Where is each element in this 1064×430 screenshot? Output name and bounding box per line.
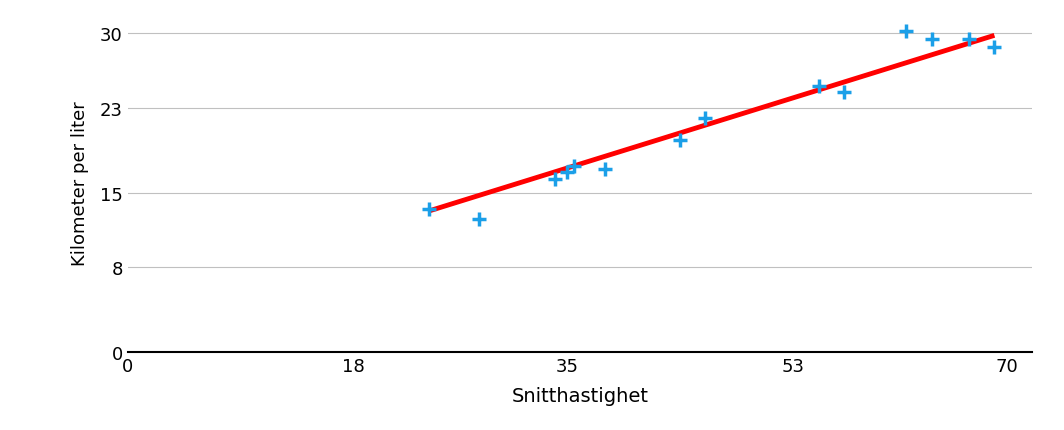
- Point: [597, 166, 614, 173]
- Point: [559, 169, 576, 175]
- Point: [961, 36, 978, 43]
- Point: [835, 89, 852, 96]
- Point: [420, 206, 437, 213]
- Point: [898, 28, 915, 35]
- Point: [671, 137, 688, 144]
- Point: [565, 163, 582, 170]
- Point: [986, 44, 1003, 51]
- Point: [471, 216, 488, 223]
- Point: [697, 116, 714, 123]
- Point: [924, 36, 941, 43]
- X-axis label: Snitthastighet: Snitthastighet: [512, 387, 648, 405]
- Point: [810, 84, 827, 91]
- Point: [546, 176, 563, 183]
- Y-axis label: Kilometer per liter: Kilometer per liter: [70, 101, 88, 265]
